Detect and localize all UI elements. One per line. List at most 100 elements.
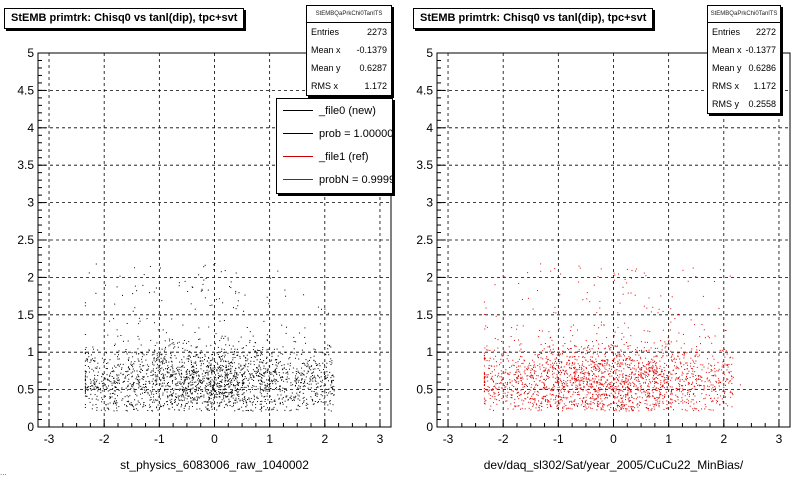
- scatter-point: [655, 363, 656, 365]
- scatter-point: [229, 363, 231, 365]
- scatter-point: [646, 372, 648, 374]
- scatter-points: [483, 263, 741, 412]
- scatter-point: [207, 403, 209, 405]
- scatter-point: [170, 366, 172, 368]
- scatter-point: [218, 367, 219, 369]
- scatter-point: [595, 390, 597, 392]
- scatter-point: [679, 380, 681, 382]
- scatter-point: [286, 381, 288, 383]
- scatter-point: [86, 359, 88, 360]
- scatter-point: [312, 368, 314, 370]
- scatter-point: [208, 389, 210, 391]
- scatter-point: [251, 373, 253, 375]
- scatter-point: [94, 377, 95, 379]
- scatter-point: [539, 379, 541, 381]
- scatter-point: [186, 393, 188, 395]
- scatter-point: [331, 386, 333, 388]
- scatter-point: [271, 381, 273, 382]
- scatter-point: [546, 378, 547, 380]
- scatter-point: [109, 402, 111, 404]
- scatter-point: [677, 367, 679, 369]
- scatter-point: [179, 388, 181, 390]
- scatter-point: [639, 396, 641, 398]
- scatter-point: [102, 385, 104, 387]
- scatter-point: [317, 393, 319, 395]
- scatter-point: [227, 369, 229, 370]
- scatter-point: [312, 399, 314, 401]
- scatter-point: [714, 364, 716, 366]
- scatter-point: [699, 384, 701, 386]
- scatter-point: [658, 406, 660, 408]
- scatter-point: [231, 379, 233, 381]
- scatter-point: [278, 397, 280, 399]
- scatter-point: [652, 389, 653, 391]
- scatter-point: [558, 353, 560, 355]
- scatter-point: [585, 378, 587, 380]
- scatter-point: [138, 382, 140, 383]
- scatter-point: [499, 364, 500, 366]
- scatter-point: [289, 362, 291, 364]
- scatter-point: [590, 387, 592, 389]
- scatter-point: [145, 390, 147, 391]
- scatter-point: [224, 394, 226, 396]
- scatter-point: [633, 398, 635, 399]
- scatter-point: [572, 391, 574, 393]
- scatter-point: [533, 404, 534, 406]
- scatter-point: [697, 375, 699, 376]
- scatter-point: [226, 405, 228, 407]
- scatter-point: [628, 401, 630, 403]
- scatter-point: [96, 386, 98, 388]
- scatter-point: [310, 366, 312, 367]
- scatter-point: [303, 373, 305, 375]
- scatter-point: [297, 370, 299, 372]
- scatter-point: [546, 374, 547, 376]
- scatter-point: [109, 389, 111, 391]
- scatter-point: [204, 401, 206, 403]
- scatter-point: [509, 350, 511, 352]
- scatter-point: [680, 391, 682, 393]
- scatter-point: [527, 297, 529, 299]
- scatter-point: [667, 388, 669, 390]
- scatter-point: [616, 345, 618, 347]
- scatter-point: [710, 409, 712, 411]
- scatter-point: [223, 394, 225, 396]
- scatter-point: [595, 368, 597, 370]
- scatter-point: [96, 366, 98, 368]
- scatter-point: [718, 378, 720, 380]
- scatter-point: [596, 364, 598, 366]
- scatter-point: [614, 378, 616, 380]
- scatter-point: [698, 354, 700, 356]
- scatter-point: [513, 402, 515, 404]
- scatter-point: [130, 404, 132, 406]
- scatter-point: [488, 393, 490, 395]
- stats-box-left: StEMBQaPrkChi0TanlTS Entries 2273 Mean x -0…: [306, 5, 392, 96]
- scatter-point: [166, 371, 168, 373]
- scatter-point: [604, 367, 606, 369]
- scatter-point: [720, 382, 721, 383]
- scatter-point: [207, 365, 208, 366]
- scatter-point: [718, 307, 720, 309]
- scatter-point: [619, 302, 621, 304]
- scatter-point: [602, 409, 604, 411]
- scatter-point: [558, 359, 560, 360]
- scatter-point: [207, 371, 209, 373]
- scatter-point: [196, 346, 198, 348]
- scatter-point: [610, 385, 612, 387]
- scatter-point: [496, 403, 498, 405]
- scatter-point: [235, 402, 237, 404]
- scatter-point: [704, 408, 706, 410]
- scatter-point: [177, 395, 179, 397]
- scatter-point: [616, 369, 618, 371]
- scatter-point: [581, 373, 583, 374]
- scatter-point: [619, 353, 621, 355]
- scatter-point: [195, 381, 197, 383]
- scatter-point: [538, 400, 539, 402]
- scatter-point: [208, 326, 210, 328]
- scatter-point: [213, 397, 215, 398]
- scatter-point: [529, 383, 530, 385]
- scatter-point: [615, 408, 617, 410]
- scatter-point: [287, 398, 289, 400]
- scatter-point: [190, 352, 192, 354]
- scatter-point: [668, 402, 670, 404]
- scatter-point: [512, 359, 514, 361]
